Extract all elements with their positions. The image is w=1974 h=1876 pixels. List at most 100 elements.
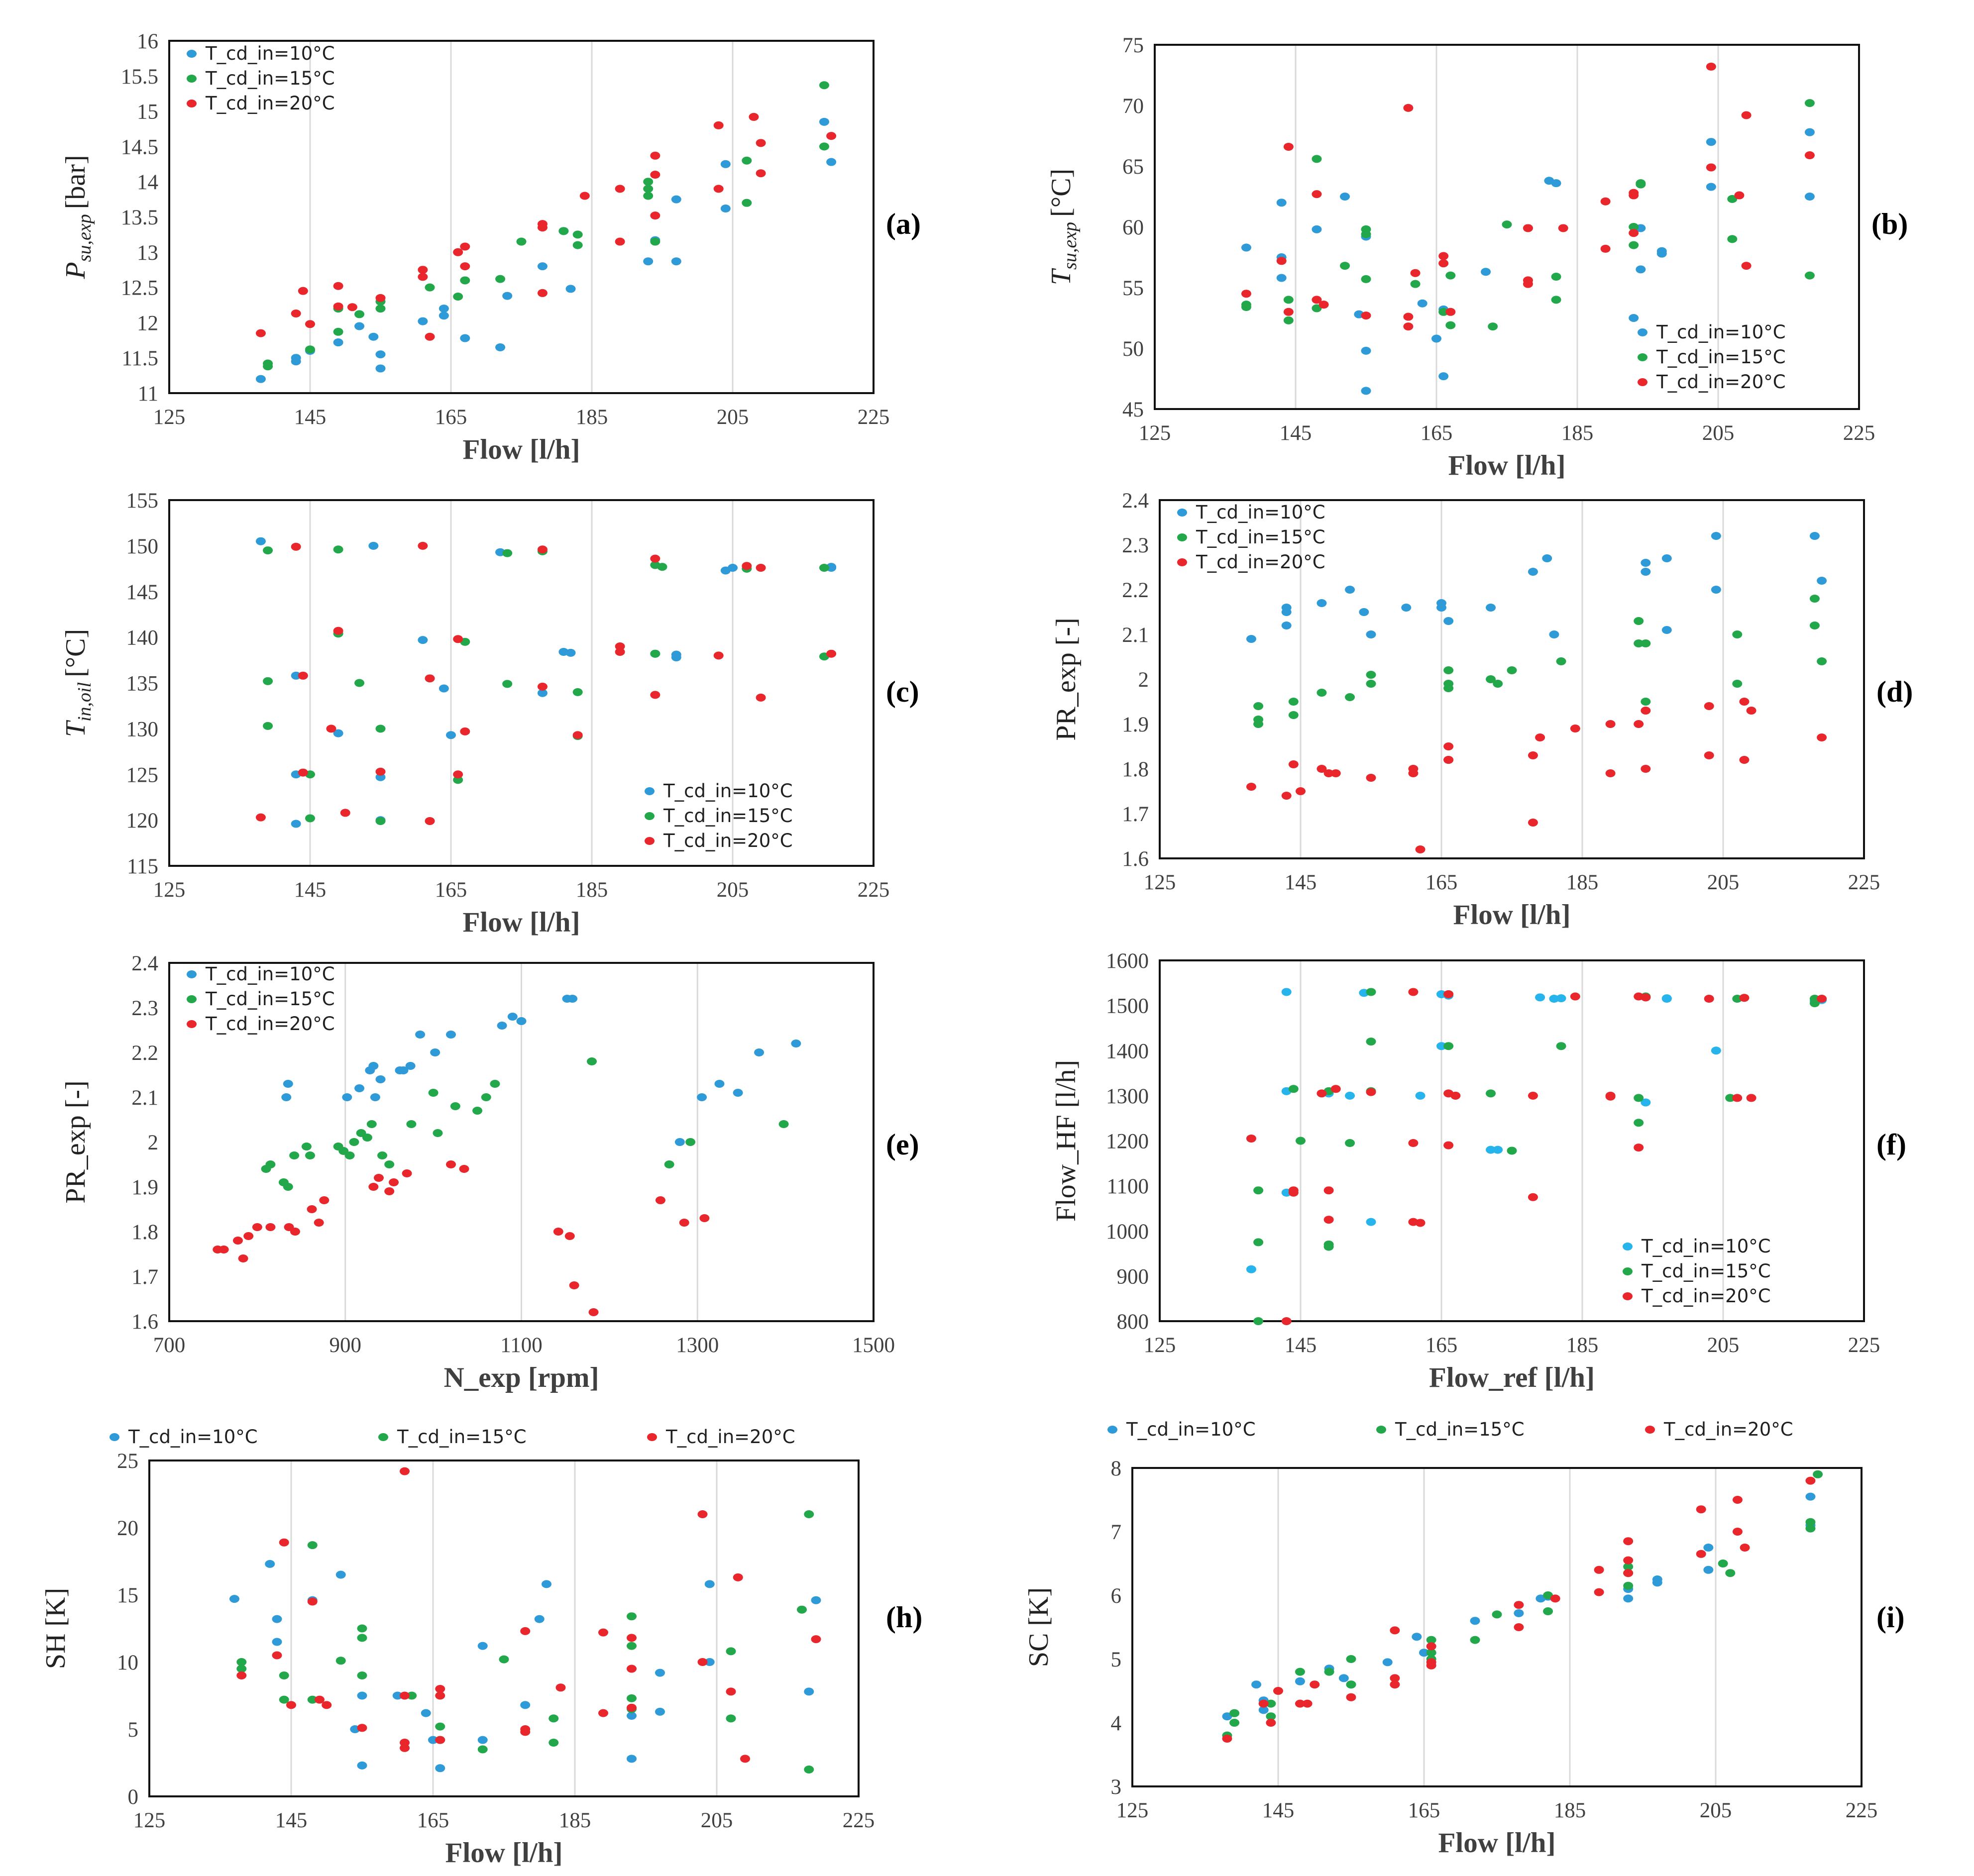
y-tick-label: 1.7 (1122, 803, 1149, 826)
data-point-T10 (1276, 274, 1287, 282)
data-point-T20 (272, 1651, 282, 1660)
data-point-T10 (357, 1691, 367, 1700)
data-point-T20 (373, 1174, 384, 1182)
data-point-T20 (1528, 819, 1538, 827)
x-tick-label: 900 (329, 1334, 362, 1357)
data-point-T10 (439, 305, 449, 313)
data-point-T20 (1330, 769, 1341, 777)
y-tick-label: 130 (126, 718, 159, 741)
data-point-T20 (368, 1183, 379, 1191)
x-tick-label: 125 (153, 878, 186, 902)
data-point-T10 (495, 343, 506, 351)
data-point-T10 (507, 1013, 518, 1021)
data-point-T20 (384, 1187, 395, 1195)
x-tick-label: 185 (1561, 421, 1594, 445)
data-point-T20 (1246, 1134, 1256, 1143)
data-point-T15 (1634, 1119, 1644, 1127)
data-point-T20 (1415, 1219, 1426, 1227)
x-axis-label: Flow_ref [l/h] (1429, 1362, 1595, 1393)
data-point-T20 (1323, 1186, 1334, 1195)
y-tick-label: 7 (1111, 1521, 1122, 1544)
y-tick-label: 11.5 (121, 347, 158, 370)
y-tick-label: 1200 (1106, 1130, 1149, 1153)
data-point-T10 (392, 1691, 403, 1700)
chart-panel-i: 125 145 165 185 205 225 3 4 5 6 7 8 Flow [l/h] SC [K]… (1023, 1419, 1905, 1859)
data-point-T20 (1634, 720, 1644, 728)
data-point-T15 (375, 305, 386, 313)
data-point-T15 (1340, 262, 1350, 270)
data-point-T10 (291, 671, 301, 680)
panel-tag: (h) (886, 1601, 922, 1634)
x-tick-label: 1500 (852, 1334, 895, 1357)
data-point-T15 (263, 359, 273, 368)
data-point-T20 (1445, 308, 1456, 316)
data-point-T15 (1283, 316, 1294, 324)
data-point-T15 (1445, 321, 1456, 329)
data-point-T15 (1346, 1680, 1356, 1689)
x-tick-label: 145 (294, 878, 327, 902)
y-tick-label: 60 (1122, 216, 1144, 239)
data-point-T10 (567, 995, 578, 1003)
data-point-T10 (811, 1596, 821, 1604)
data-point-T15 (433, 1129, 443, 1137)
x-tick-label: 225 (1843, 421, 1875, 445)
data-point-T20 (1605, 769, 1616, 777)
data-point-T20 (322, 1701, 332, 1709)
data-point-T20 (1408, 1139, 1419, 1147)
data-point-T20 (298, 287, 308, 295)
data-point-T20 (238, 1254, 248, 1262)
y-axis-label-main: T (1046, 268, 1077, 285)
data-point-T20 (1438, 259, 1449, 268)
legend-marker (187, 1020, 197, 1028)
y-tick-label: 1.8 (131, 1221, 158, 1244)
legend-entry: T_cd_in=20°C (1196, 551, 1325, 573)
x-axis-label: Flow [l/h] (463, 907, 580, 938)
legend-entry: T_cd_in=15°C (1656, 346, 1786, 368)
data-point-T15 (305, 1151, 315, 1159)
y-tick-label: 1100 (1107, 1175, 1149, 1198)
chart-panel-f: 125 145 165 185 205 225 800 900 1000 1100 1200 1300… (1051, 949, 1906, 1393)
data-point-T10 (1316, 599, 1327, 607)
legend-marker (1645, 1426, 1655, 1434)
y-tick-label: 115 (127, 855, 158, 878)
data-point-T10 (1486, 604, 1496, 612)
legend-marker (1638, 353, 1647, 361)
y-tick-label: 2.4 (1122, 489, 1149, 513)
data-point-T20 (1535, 733, 1545, 741)
data-point-T10 (1276, 199, 1287, 207)
chart-panel-e: 700 900 1100 1300 1500 1.6 1.7 1.8 1.9 2 2.1 2.2 2.3… (60, 952, 919, 1393)
data-point-T10 (1706, 138, 1716, 146)
data-point-T20 (418, 266, 428, 274)
data-point-T15 (1641, 698, 1651, 706)
legend-entry: T_cd_in=15°C (663, 805, 793, 827)
x-tick-label: 185 (559, 1809, 591, 1832)
data-point-T10 (1711, 1046, 1721, 1055)
data-point-T15 (1445, 271, 1456, 280)
data-point-T10 (1817, 577, 1827, 585)
y-tick-label: 12 (137, 312, 158, 335)
data-point-T10 (502, 292, 513, 300)
data-point-T10 (1382, 1658, 1393, 1667)
x-tick-label: 125 (133, 1809, 166, 1832)
data-point-T15 (726, 1714, 736, 1723)
data-point-T20 (1734, 191, 1745, 200)
data-point-T20 (307, 1205, 317, 1213)
legend-marker (1623, 1243, 1633, 1251)
data-point-T15 (819, 563, 829, 572)
data-point-T20 (1310, 1680, 1320, 1689)
data-point-T20 (319, 1196, 329, 1204)
data-point-T10 (1629, 314, 1639, 322)
data-point-T20 (375, 294, 386, 302)
x-tick-label: 225 (858, 406, 890, 429)
data-point-T10 (1535, 993, 1545, 1002)
data-point-T10 (255, 537, 266, 545)
data-point-T20 (826, 132, 837, 140)
data-point-T20 (298, 768, 308, 777)
y-tick-label: 20 (117, 1517, 138, 1540)
data-point-T15 (516, 237, 527, 246)
data-point-T20 (742, 562, 752, 570)
data-point-T15 (1296, 1137, 1306, 1145)
data-point-T10 (534, 1615, 545, 1623)
y-tick-label: 1.9 (1122, 713, 1149, 736)
data-point-T15 (1366, 1038, 1376, 1046)
